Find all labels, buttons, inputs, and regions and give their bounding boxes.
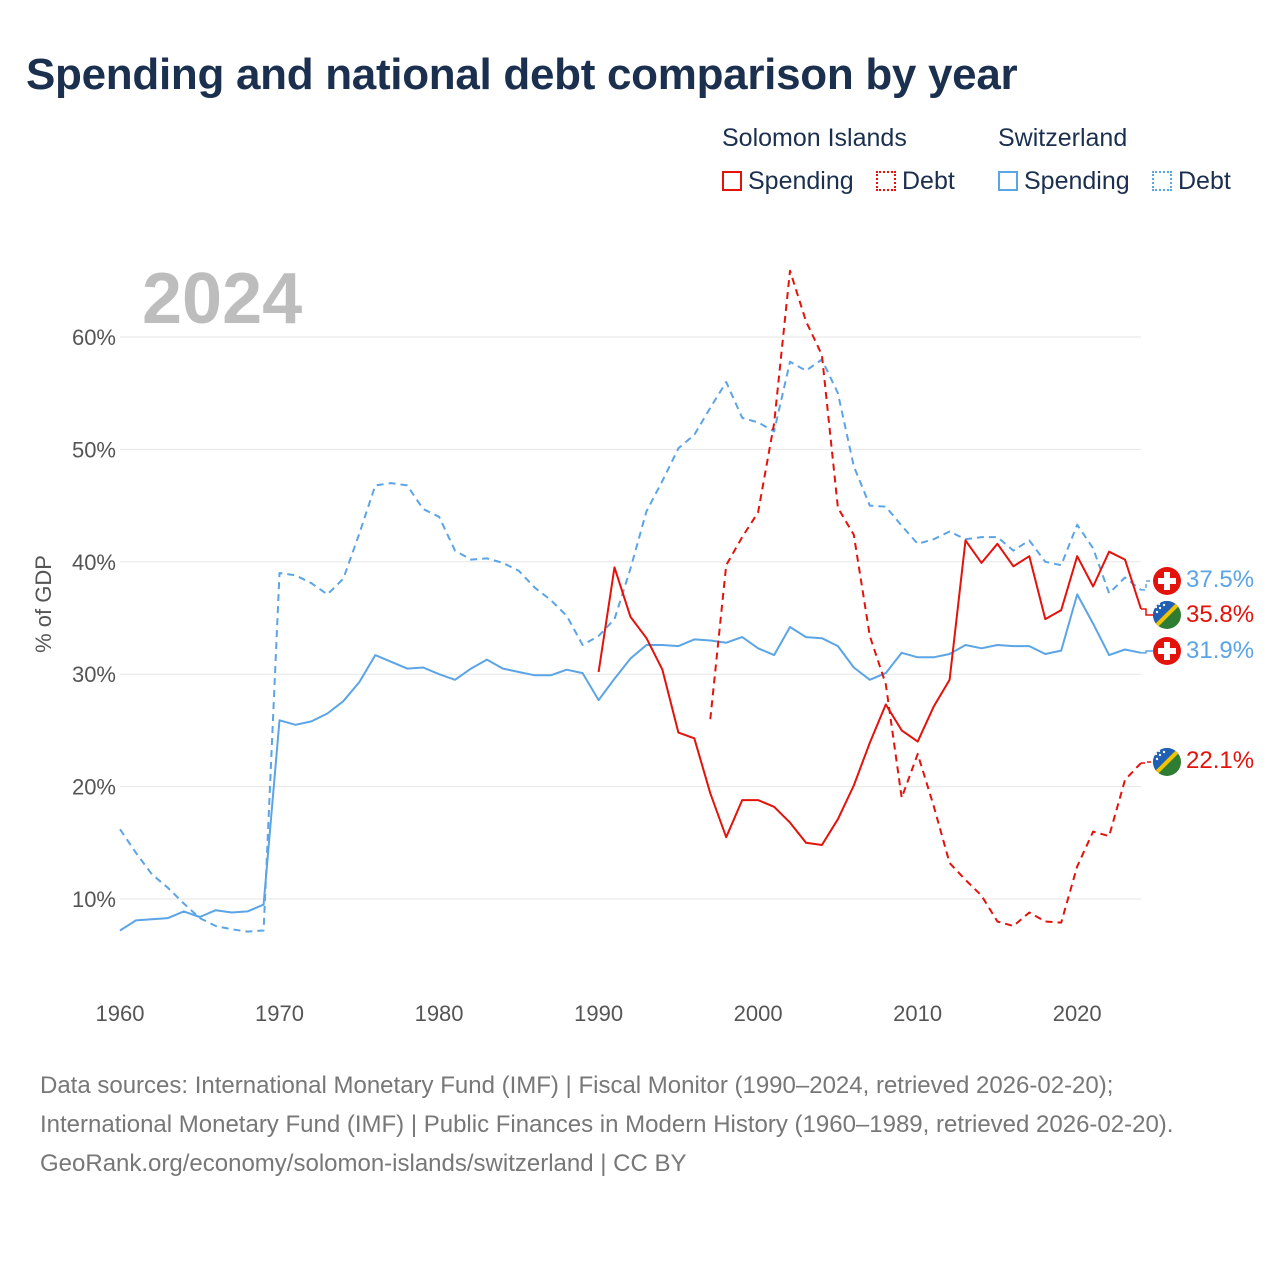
y-tick-label: 20% xyxy=(72,775,116,800)
flag-cross-horizontal xyxy=(1158,578,1176,584)
series-line-switzerland-debt xyxy=(119,358,1142,933)
footer: Data sources: International Monetary Fun… xyxy=(40,1066,1240,1183)
dotted-swatch-icon xyxy=(876,171,896,191)
dotted-swatch-icon xyxy=(1152,171,1172,191)
source-link[interactable]: GeoRank.org/economy/solomon-islands/swit… xyxy=(40,1150,687,1177)
end-label-switzerland-debt: 37.5% xyxy=(1186,566,1255,593)
x-tick-label: 1960 xyxy=(96,1001,145,1026)
solomon-islands-flag-icon xyxy=(1153,748,1181,776)
end-markers xyxy=(1141,567,1181,776)
legend-item-label: Spending xyxy=(748,167,854,195)
legend-item-solomon-debt[interactable]: Debt xyxy=(876,167,955,196)
year-watermark: 2024 xyxy=(142,259,303,339)
solomon-islands-flag-icon xyxy=(1153,601,1181,629)
x-tick-label: 1970 xyxy=(255,1001,304,1026)
end-label-switzerland-spending: 31.9% xyxy=(1186,637,1255,664)
series-lines xyxy=(119,269,1142,933)
flag-star xyxy=(1157,602,1161,606)
flag-star xyxy=(1162,603,1166,607)
flag-cross-horizontal xyxy=(1158,648,1176,654)
chart-title: Spending and national debt comparison by… xyxy=(26,50,1018,99)
leader-line xyxy=(1141,608,1153,616)
y-tick-label: 10% xyxy=(72,887,116,912)
leader-line xyxy=(1141,580,1153,591)
flag-star xyxy=(1154,752,1158,756)
leader-line xyxy=(1141,650,1153,654)
flag-body xyxy=(1153,601,1181,629)
end-label-solomon-spending: 35.8% xyxy=(1186,601,1255,628)
flag-star xyxy=(1155,610,1159,614)
x-tick-label: 2020 xyxy=(1053,1001,1102,1026)
legend-group-title: Switzerland xyxy=(998,124,1128,152)
series-line-switzerland-spending xyxy=(119,593,1142,932)
legend-item-switzerland-spending[interactable]: Spending xyxy=(998,167,1130,196)
y-tick-label: 60% xyxy=(72,325,116,350)
legend-item-label: Debt xyxy=(1178,167,1231,195)
legend-item-switzerland-debt[interactable]: Debt xyxy=(1152,167,1231,196)
x-tick-label: 2010 xyxy=(893,1001,942,1026)
flag-star xyxy=(1154,605,1158,609)
flag-star xyxy=(1158,753,1162,757)
y-tick-label: 50% xyxy=(72,437,116,462)
flag-star xyxy=(1158,606,1162,610)
line-chart: 10% 20% 30% 40% 50% 60% 1960 1970 1980 1990 2000 2… xyxy=(72,269,1181,1026)
switzerland-flag-icon xyxy=(1153,637,1181,665)
data-sources: Data sources: International Monetary Fun… xyxy=(40,1072,1174,1138)
x-axis-ticks: 1960 1970 1980 1990 2000 2010 2020 xyxy=(96,1001,1102,1026)
solid-swatch-icon xyxy=(722,171,742,191)
grid xyxy=(120,336,1141,900)
flag-body xyxy=(1153,748,1181,776)
series-line-solomon-islands-spending xyxy=(597,539,1142,846)
leader-line xyxy=(1141,761,1153,764)
flag-stripe xyxy=(1153,601,1181,629)
flag-stripe xyxy=(1153,748,1181,776)
y-tick-label: 40% xyxy=(72,550,116,575)
flag-star xyxy=(1155,757,1159,761)
solid-swatch-icon xyxy=(998,171,1018,191)
legend-item-solomon-spending[interactable]: Spending xyxy=(722,167,854,196)
legend-group-title: Solomon Islands xyxy=(722,124,907,152)
legend-item-label: Debt xyxy=(902,167,955,195)
x-tick-label: 1990 xyxy=(574,1001,623,1026)
switzerland-flag-icon xyxy=(1153,567,1181,595)
x-tick-label: 1980 xyxy=(415,1001,464,1026)
flag-star xyxy=(1157,749,1161,753)
flag-star xyxy=(1162,750,1166,754)
end-label-solomon-debt: 22.1% xyxy=(1186,747,1255,774)
x-tick-label: 2000 xyxy=(734,1001,783,1026)
legend-item-label: Spending xyxy=(1024,167,1130,195)
y-tick-label: 30% xyxy=(72,662,116,687)
y-axis-ticks: 10% 20% 30% 40% 50% 60% xyxy=(72,325,116,912)
